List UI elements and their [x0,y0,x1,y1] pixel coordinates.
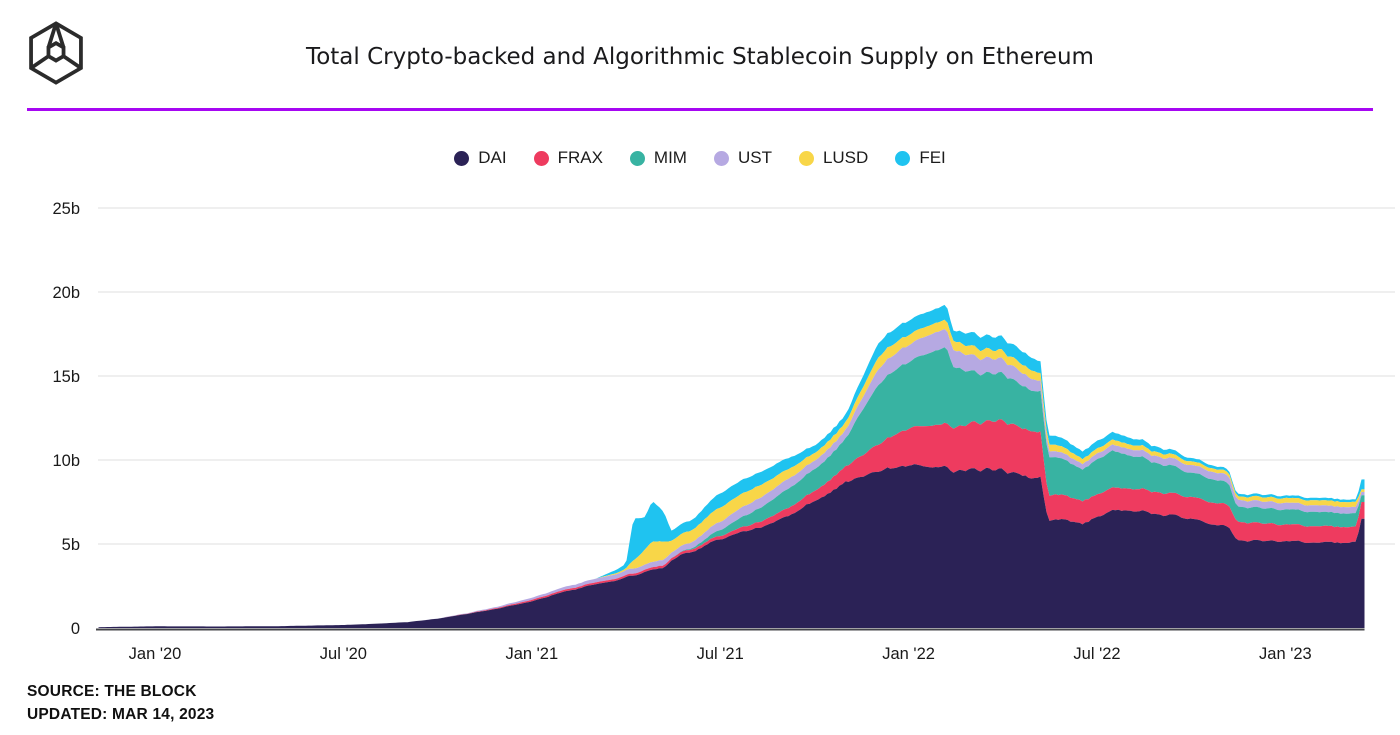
y-tick-10b: 10b [52,452,80,470]
x-tick-jan21: Jan '21 [505,645,558,663]
header-divider [27,108,1373,111]
chart-legend: DAI FRAX MIM UST LUSD FEI [0,148,1400,168]
legend-item-dai[interactable]: DAI [454,148,507,168]
y-tick-15b: 15b [52,368,80,386]
the-block-logo [29,21,83,85]
x-tick-jul20: Jul '20 [320,645,367,663]
logo-outer-hexagon [29,21,83,85]
legend-swatch-lusd [798,150,814,166]
legend-label-fei: FEI [919,148,946,167]
legend-swatch-dai [454,150,470,166]
legend-label-lusd: LUSD [822,148,869,167]
legend-item-ust[interactable]: UST [713,148,772,168]
page-title: Total Crypto-backed and Algorithmic Stab… [306,44,1094,70]
x-tick-jan22: Jan '22 [882,645,935,663]
x-tick-jan23: Jan '23 [1259,645,1312,663]
legend-item-mim[interactable]: MIM [629,148,687,168]
logo-edge [54,22,66,49]
area-dai[interactable] [98,464,1365,628]
updated-label: UPDATED: MAR 14, 2023 [27,706,215,723]
legend-label-frax: FRAX [557,148,603,167]
y-tick-0: 0 [71,620,80,638]
x-tick-jul21: Jul '21 [697,645,744,663]
x-tick-jan20: Jan '20 [129,645,182,663]
logo-inner-hexagon [46,40,66,63]
logo-edge [62,54,83,70]
legend-item-lusd[interactable]: LUSD [798,148,869,168]
legend-swatch-ust [713,150,729,166]
legend-swatch-frax [533,150,549,166]
logo-edge [46,22,58,49]
legend-swatch-mim [629,150,645,166]
legend-label-mim: MIM [653,148,687,167]
source-label: SOURCE: THE BLOCK [27,683,197,700]
x-tick-jul22: Jul '22 [1073,645,1120,663]
legend-label-dai: DAI [478,148,507,167]
legend-swatch-fei [895,150,911,166]
y-tick-25b: 25b [52,200,80,218]
area-mim[interactable] [98,347,1365,628]
legend-label-ust: UST [737,148,772,167]
chart-footer: SOURCE: THE BLOCK UPDATED: MAR 14, 2023 [27,680,214,726]
logo-edge [29,54,50,70]
legend-item-frax[interactable]: FRAX [533,148,603,168]
y-tick-5b: 5b [62,536,80,554]
legend-item-fei[interactable]: FEI [895,148,946,168]
y-tick-20b: 20b [52,284,80,302]
